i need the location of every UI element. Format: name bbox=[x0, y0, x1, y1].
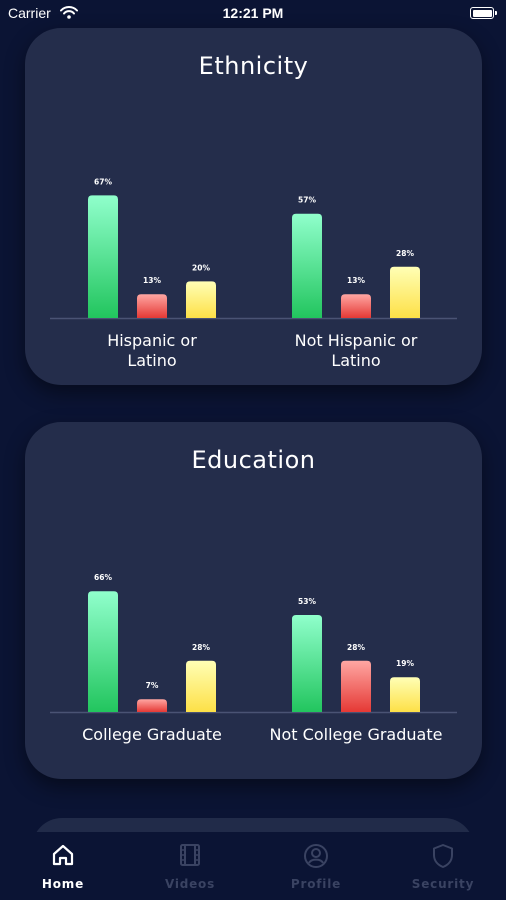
carrier-label: Carrier bbox=[8, 5, 51, 21]
tab-profile-label: Profile bbox=[290, 877, 342, 891]
chart-category-label: Latino bbox=[331, 351, 380, 370]
status-bar: Carrier 12:21 PM bbox=[0, 0, 506, 28]
chart-bar bbox=[292, 213, 322, 318]
chart-category-label: College Graduate bbox=[82, 725, 222, 744]
education-card: Education 66% 7% 28% College Graduate 53% 28%… bbox=[25, 422, 482, 779]
wifi-icon bbox=[60, 6, 78, 22]
ethnicity-title: Ethnicity bbox=[198, 52, 309, 80]
chart-category-label: Hispanic or bbox=[107, 331, 197, 350]
chart-bar bbox=[292, 615, 322, 712]
chart-data-label: 13% bbox=[143, 276, 161, 285]
status-time: 12:21 PM bbox=[222, 5, 284, 21]
shield-icon bbox=[431, 843, 455, 873]
tab-videos[interactable]: Videos bbox=[127, 832, 253, 900]
chart-data-label: 28% bbox=[396, 249, 414, 258]
education-title: Education bbox=[191, 446, 316, 474]
chart-category-label: Not Hispanic or bbox=[295, 331, 418, 350]
tab-home[interactable]: Home bbox=[0, 832, 126, 900]
chart-data-label: 20% bbox=[192, 263, 210, 272]
chart-data-label: 13% bbox=[347, 276, 365, 285]
chart-bar bbox=[186, 660, 216, 712]
tab-profile[interactable]: Profile bbox=[253, 832, 379, 900]
tab-videos-label: Videos bbox=[164, 877, 216, 891]
chart-bar bbox=[137, 294, 167, 318]
chart-data-label: 57% bbox=[298, 196, 316, 205]
chart-category-label: Latino bbox=[127, 351, 176, 370]
chart-data-label: 7% bbox=[146, 681, 159, 690]
chart-category-label: Not College Graduate bbox=[270, 725, 443, 744]
user-circle-icon bbox=[303, 843, 329, 873]
chart-bar bbox=[88, 195, 118, 318]
chart-bar bbox=[186, 281, 216, 318]
education-chart: 66% 7% 28% College Graduate 53% 28% 19% Not Col… bbox=[50, 573, 457, 744]
tab-security-label: Security bbox=[411, 877, 475, 891]
home-icon bbox=[51, 843, 75, 871]
chart-bar bbox=[390, 266, 420, 318]
chart-bar bbox=[137, 699, 167, 712]
chart-data-label: 28% bbox=[347, 643, 365, 652]
chart-data-label: 67% bbox=[94, 177, 112, 186]
film-icon bbox=[178, 843, 202, 871]
battery-icon bbox=[470, 7, 497, 19]
tab-bar: Home Videos Profile bbox=[0, 832, 506, 900]
chart-data-label: 66% bbox=[94, 573, 112, 582]
chart-bar bbox=[341, 660, 371, 712]
chart-data-label: 19% bbox=[396, 659, 414, 668]
ethnicity-card: Ethnicity 67% 13% 20% Hispanic or Latino 57% 1… bbox=[25, 28, 482, 385]
tab-home-label: Home bbox=[41, 877, 85, 891]
chart-bar bbox=[341, 294, 371, 318]
chart-data-label: 28% bbox=[192, 643, 210, 652]
tab-security[interactable]: Security bbox=[380, 832, 506, 900]
chart-bar bbox=[88, 591, 118, 712]
chart-data-label: 53% bbox=[298, 597, 316, 606]
chart-bar bbox=[390, 677, 420, 712]
